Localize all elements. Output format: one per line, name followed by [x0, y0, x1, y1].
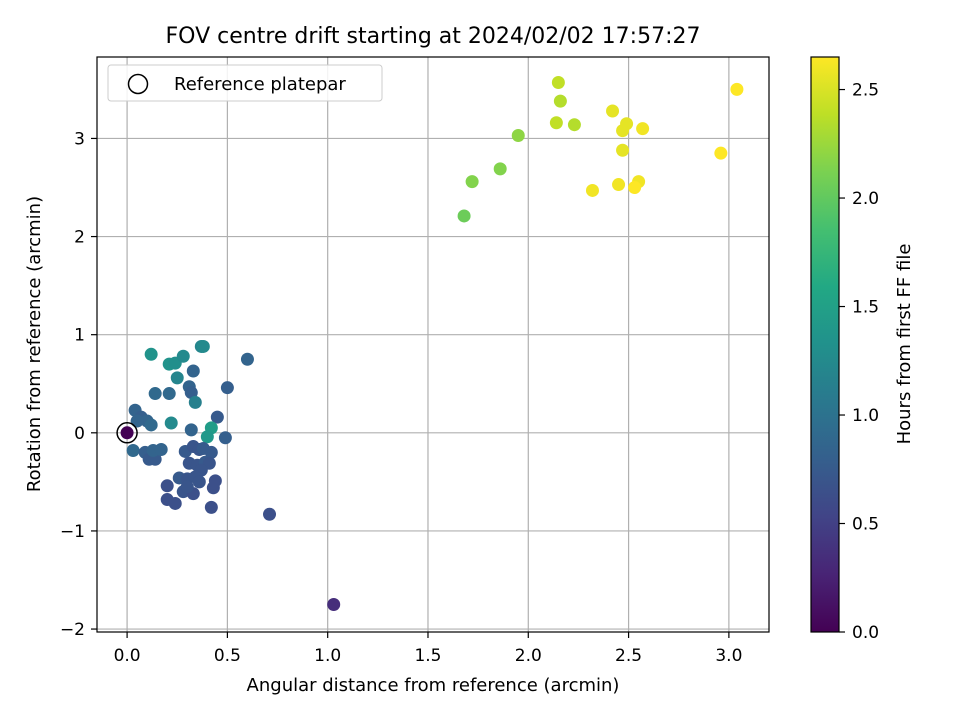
scatter-point [204, 500, 218, 514]
scatter-point [144, 418, 158, 432]
plot-area: 0.0 0.5 1.0 1.5 2.0 2.5 3.0 −2 −1 0 1 2 3 [60, 56, 770, 666]
scatter-point [186, 364, 200, 378]
y-tick-label: −2 [60, 620, 85, 640]
colorbar-ticks: 0.0 0.5 1.0 1.5 2.0 2.5 [839, 81, 879, 643]
colorbar-tick-label: 0.5 [852, 515, 879, 535]
scatter-point [210, 410, 224, 424]
scatter-point [148, 387, 162, 401]
scatter-point [206, 481, 220, 495]
scatter-point [162, 387, 176, 401]
x-tick-label: 3.0 [715, 646, 742, 666]
scatter-point [636, 122, 650, 136]
reference-platepar-marker [116, 422, 138, 444]
y-axis-label: Rotation from reference (arcmin) [24, 196, 45, 492]
colorbar-tick-label: 1.5 [852, 298, 879, 318]
scatter-point [549, 116, 563, 130]
scatter-point [204, 445, 218, 459]
y-tick-label: −1 [60, 522, 85, 542]
colorbar-tick-label: 2.5 [852, 81, 879, 101]
scatter-point [714, 146, 728, 160]
legend: Reference platepar [107, 64, 383, 102]
y-tick-label: 3 [74, 129, 85, 149]
x-axis-label: Angular distance from reference (arcmin) [247, 675, 620, 696]
legend-box [107, 64, 383, 102]
scatter-point [218, 431, 232, 445]
colorbar-tick-label: 1.0 [852, 406, 879, 426]
scatter-point [465, 175, 479, 189]
scatter-points [120, 76, 744, 612]
scatter-point [126, 443, 140, 457]
scatter-point [263, 507, 277, 521]
scatter-point [606, 104, 620, 118]
colorbar-gradient [811, 57, 839, 632]
colorbar-frame [810, 56, 840, 633]
scatter-point [327, 598, 341, 612]
colorbar-tick-label: 2.0 [852, 189, 879, 209]
x-tick-label: 2.5 [615, 646, 642, 666]
x-tick-label: 0.5 [214, 646, 241, 666]
scatter-point [628, 181, 642, 195]
scatter-point [154, 442, 168, 456]
scatter-point [511, 128, 525, 142]
legend-reference-marker [127, 73, 149, 95]
scatter-point [493, 162, 507, 176]
scatter-point [164, 416, 178, 430]
scatter-point [551, 76, 565, 90]
x-tick-label: 1.0 [314, 646, 341, 666]
colorbar-label: Hours from first FF file [894, 244, 915, 445]
chart-title: FOV centre drift starting at 2024/02/02 … [166, 24, 701, 49]
x-tick-label: 0.0 [114, 646, 141, 666]
scatter-point [120, 426, 134, 440]
scatter-point [616, 124, 630, 138]
scatter-point [168, 496, 182, 510]
colorbar: 0.0 0.5 1.0 1.5 2.0 2.5 [810, 56, 879, 643]
grid-lines [97, 57, 769, 632]
plot-frame [96, 56, 770, 633]
y-tick-label: 2 [74, 228, 85, 248]
scatter-point [196, 339, 210, 353]
scatter-point [567, 118, 581, 132]
scatter-point [176, 349, 190, 363]
y-tick-label: 0 [74, 424, 85, 444]
scatter-point [220, 381, 234, 395]
x-tick-label: 2.0 [515, 646, 542, 666]
scatter-point [585, 183, 599, 197]
scatter-point [730, 82, 744, 96]
scatter-point [240, 352, 254, 366]
legend-entry-reference-platepar: Reference platepar [174, 74, 346, 95]
scatter-point [184, 423, 198, 437]
scatter-point [200, 430, 214, 444]
colorbar-tick-label: 0.0 [852, 623, 879, 643]
scatter-point [180, 480, 194, 494]
scatter-point [192, 475, 206, 489]
scatter-point [553, 94, 567, 108]
scatter-point [130, 414, 144, 428]
x-axis-ticks: 0.0 0.5 1.0 1.5 2.0 2.5 3.0 [114, 632, 742, 666]
scatter-point [612, 178, 626, 192]
scatter-point [188, 395, 202, 409]
scatter-point [457, 209, 471, 223]
scatter-point [144, 347, 158, 361]
y-tick-label: 1 [74, 326, 85, 346]
scatter-point [184, 386, 198, 400]
scatter-point [616, 143, 630, 157]
x-tick-label: 1.5 [414, 646, 441, 666]
scatter-point [170, 371, 184, 385]
scatter-point [160, 479, 174, 493]
y-axis-ticks: −2 −1 0 1 2 3 [60, 129, 97, 640]
reference-marker-layer [116, 422, 138, 444]
